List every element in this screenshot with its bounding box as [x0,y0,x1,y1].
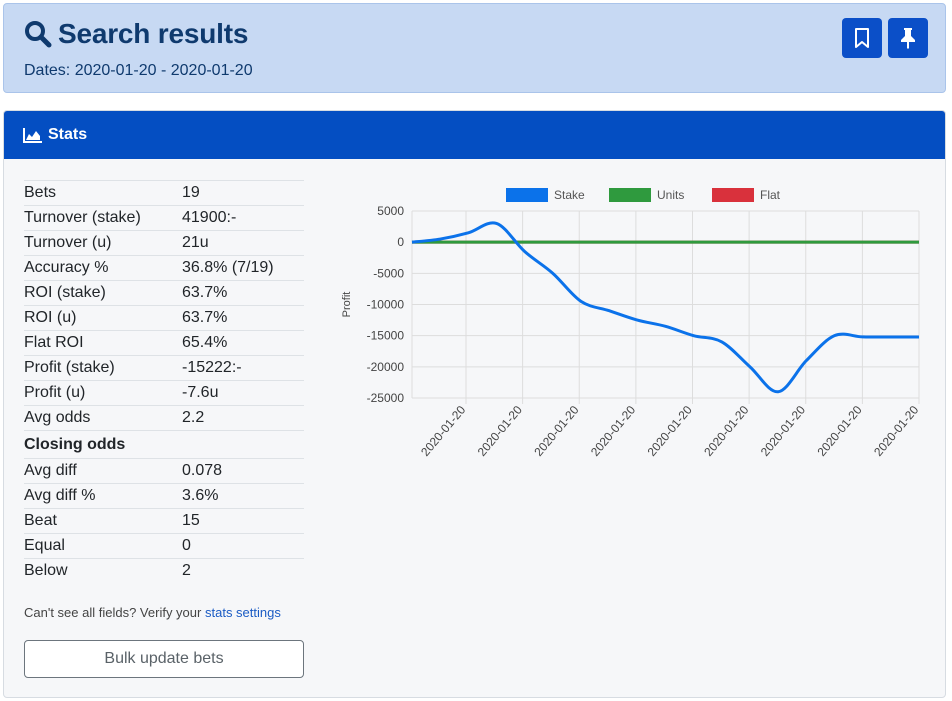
page-title-wrap: Search results [24,18,248,50]
pin-icon [901,28,915,49]
stat-row-profit-units: Profit (u) -7.6u [24,380,304,405]
y-tick-label: -5000 [373,266,404,280]
stat-value: 65.4% [182,334,228,351]
stat-row-profit-stake: Profit (stake) -15222:- [24,355,304,380]
stat-label: Profit (stake) [24,359,115,376]
stat-label: Beat [24,512,57,529]
y-tick-label: -25000 [367,391,405,405]
stat-value: 63.7% [182,284,228,301]
stat-row-bets: Bets 19 [24,180,304,205]
profit-chart-svg: 5000 0 -5000 -10000 -15000 -20000 -25000 2020-0… [341,188,922,459]
stat-value: 41900:- [182,209,237,226]
stat-value: -7.6u [182,384,219,401]
x-tick-label: 2020-01-20 [531,403,581,459]
stat-row-accuracy: Accuracy % 36.8% (7/19) [24,255,304,280]
legend-label-flat: Flat [760,188,781,202]
stat-value: 15 [182,512,200,529]
stats-title: Stats [48,126,88,143]
stat-row-below: Below 2 [24,558,304,583]
stats-table: Bets 19 Turnover (stake) 41900:- Turnove… [24,180,304,583]
stat-label: Turnover (u) [24,234,112,251]
stat-row-turnover-stake: Turnover (stake) 41900:- [24,205,304,230]
page-title: Search results [58,18,249,49]
stat-label: Turnover (stake) [24,209,141,226]
stat-value: 63.7% [182,309,228,326]
legend-swatch-flat [712,188,754,202]
search-icon [24,18,54,50]
y-tick-label: 5000 [377,204,404,218]
stat-row-avg-diff-pct: Avg diff % 3.6% [24,483,304,508]
bookmark-button[interactable] [842,18,882,58]
search-header: Search results Dates: 2020-01-20 - 2020-… [3,3,946,93]
bulk-update-bets-button[interactable]: Bulk update bets [24,640,304,678]
stat-label: ROI (u) [24,309,77,326]
stat-label: Avg diff [24,462,77,479]
pin-button[interactable] [888,18,928,58]
x-tick-label: 2020-01-20 [475,403,525,459]
stats-card: Stats Bets 19 Turnover (stake) 41900:- T… [3,110,946,698]
stat-value: 0.078 [182,462,223,479]
bookmark-icon [855,28,869,48]
stat-row-beat: Beat 15 [24,508,304,533]
closing-odds-title: Closing odds [24,435,126,453]
x-tick-label: 2020-01-20 [418,403,468,459]
profit-chart: 5000 0 -5000 -10000 -15000 -20000 -25000 2020-0… [334,171,934,481]
stat-value: 3.6% [182,487,219,504]
stat-row-roi-units: ROI (u) 63.7% [24,305,304,330]
legend-label-units: Units [657,188,684,202]
stat-row-roi-stake: ROI (stake) 63.7% [24,280,304,305]
stat-row-flat-roi: Flat ROI 65.4% [24,330,304,355]
legend-swatch-units [609,188,651,202]
stat-row-avg-diff: Avg diff 0.078 [24,458,304,483]
y-tick-label: 0 [397,235,404,249]
stat-label: Profit (u) [24,384,86,401]
stat-label: ROI (stake) [24,284,106,301]
stat-value: 2 [182,562,191,579]
stat-row-turnover-units: Turnover (u) 21u [24,230,304,255]
stat-value: -15222:- [182,359,242,376]
stat-value: 2.2 [182,409,205,426]
x-tick-label: 2020-01-20 [758,403,808,459]
x-tick-label: 2020-01-20 [701,403,751,459]
area-chart-icon [23,128,42,143]
settings-note: Can't see all fields? Verify your stats … [24,605,281,620]
series-line-stake [411,221,920,394]
y-tick-label: -20000 [367,360,405,374]
stat-value: 19 [182,184,200,201]
settings-note-text: Can't see all fields? Verify your [24,605,202,620]
x-tick-label: 2020-01-20 [871,403,921,459]
stat-label: Bets [24,184,57,201]
x-tick-label: 2020-01-20 [588,403,638,459]
stats-settings-link[interactable]: stats settings [204,605,281,620]
stat-value: 21u [182,234,209,251]
stat-row-avg-odds: Avg odds 2.2 [24,405,304,430]
x-tick-label: 2020-01-20 [814,403,864,459]
closing-odds-heading: Closing odds [24,430,304,458]
stat-label: Below [24,562,68,579]
stat-label: Accuracy % [24,259,109,276]
legend-swatch-stake [506,188,548,202]
x-tick-label: 2020-01-20 [645,403,695,459]
date-range: Dates: 2020-01-20 - 2020-01-20 [24,62,253,79]
stat-row-equal: Equal 0 [24,533,304,558]
y-tick-label: -10000 [367,298,405,312]
stat-label: Equal [24,537,65,554]
legend-label-stake: Stake [554,188,585,202]
stat-label: Avg diff % [24,487,96,504]
y-axis-label: Profit [341,292,353,318]
stat-label: Flat ROI [24,334,84,351]
y-tick-label: -15000 [367,329,405,343]
stat-value: 36.8% (7/19) [182,259,274,276]
stats-header: Stats [4,111,945,159]
stat-label: Avg odds [24,409,91,426]
stat-value: 0 [182,537,191,554]
